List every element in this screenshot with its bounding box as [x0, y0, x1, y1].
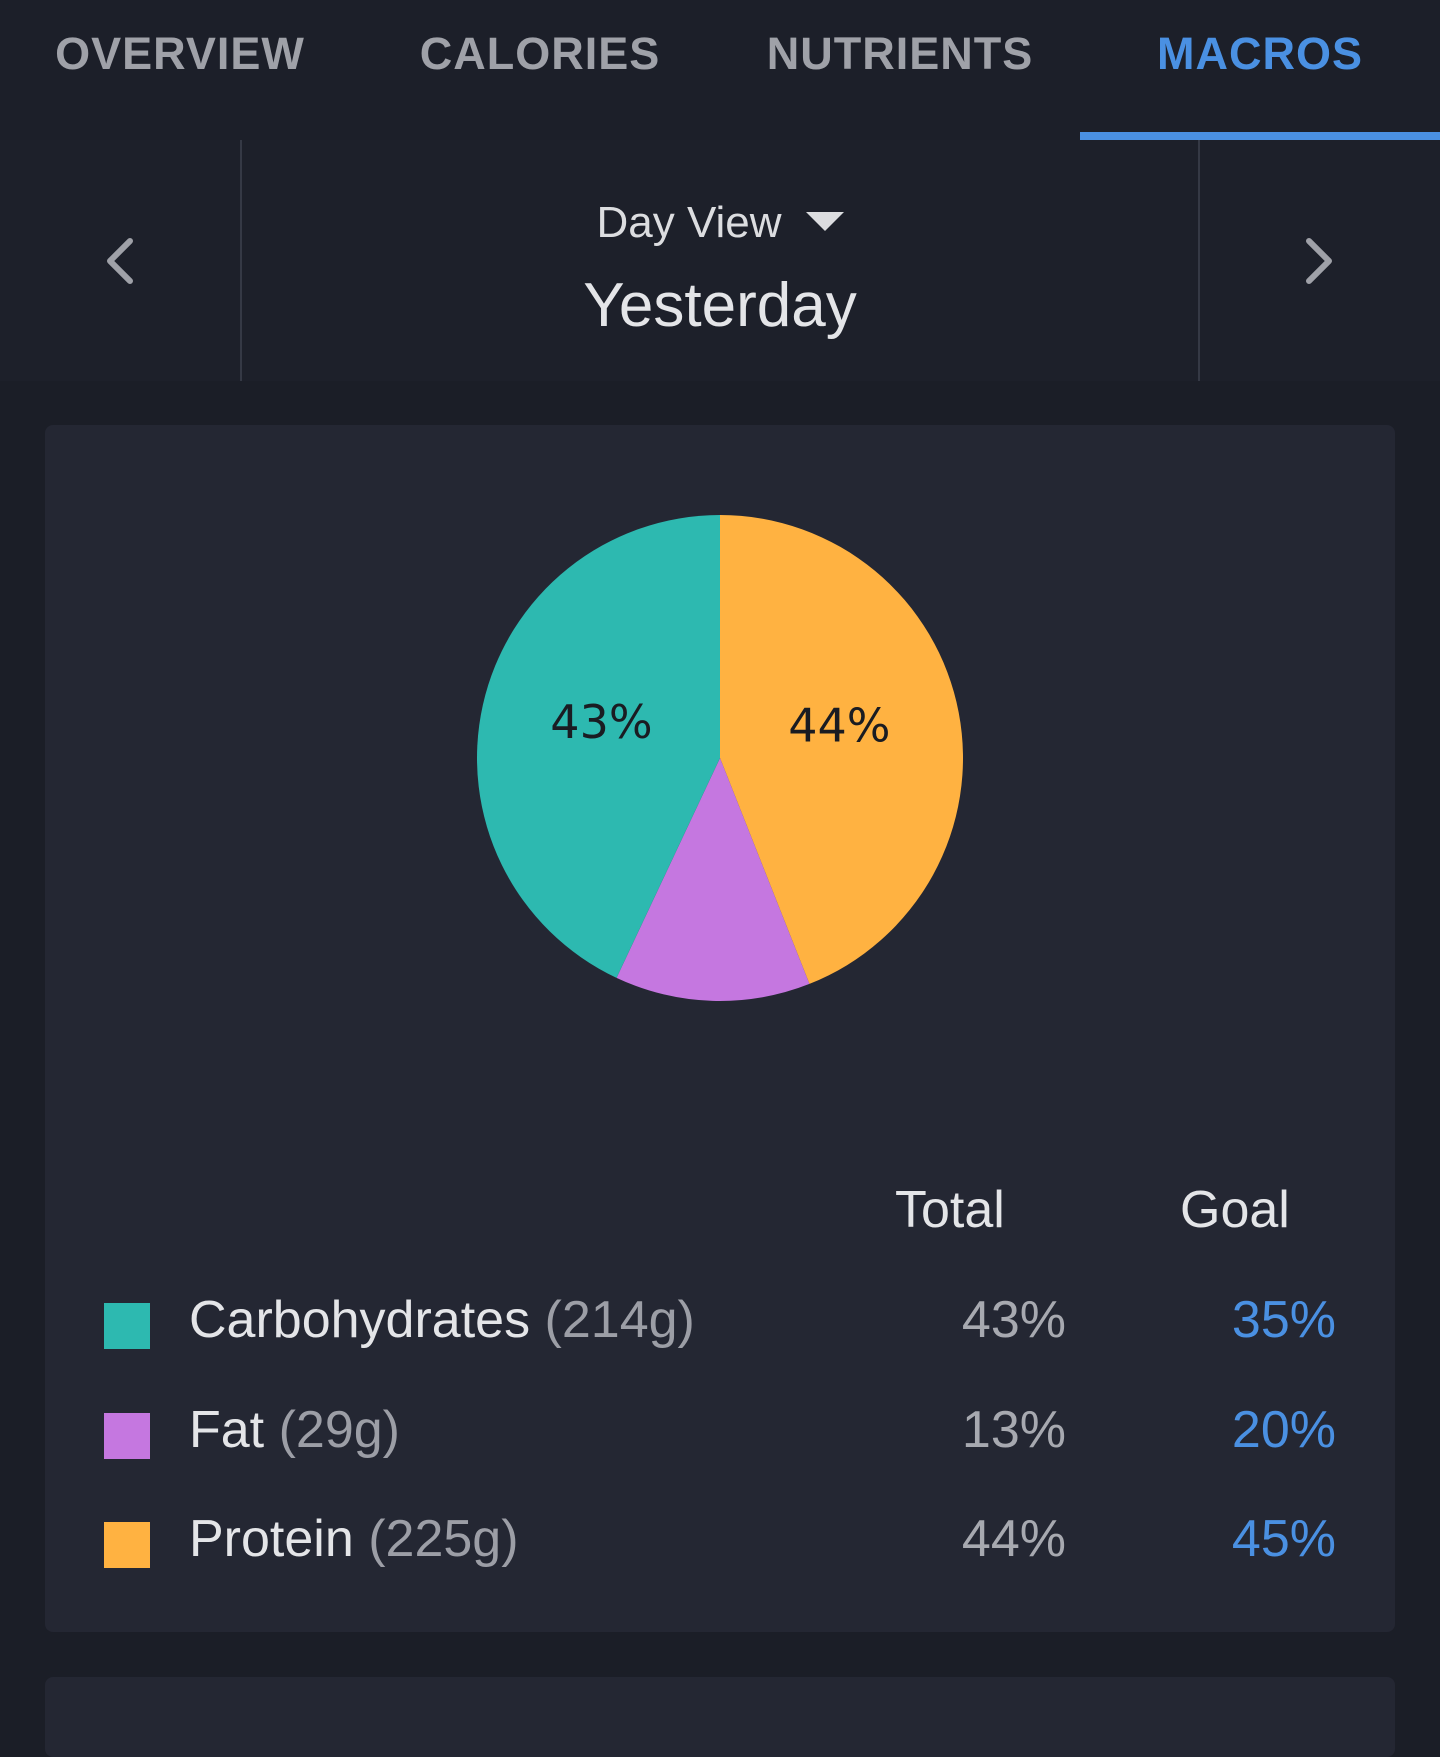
macro-row-protein: Protein (225g) 44% 45%	[104, 1509, 1336, 1579]
chevron-left-icon	[107, 237, 133, 284]
date-navigation: Day View Yesterday	[0, 140, 1440, 381]
fat-color-swatch	[104, 1413, 150, 1459]
secondary-card	[45, 1677, 1395, 1757]
view-mode-dropdown[interactable]: Day View	[242, 198, 1198, 248]
protein-color-swatch	[104, 1522, 150, 1568]
macro-grams: (29g)	[278, 1401, 400, 1459]
macro-total-percent: 43%	[961, 1291, 1066, 1349]
pie-slice-carbohydrates[interactable]	[476, 515, 720, 978]
total-column-header: Total	[895, 1181, 1005, 1239]
tab-nutrients[interactable]: NUTRIENTS	[766, 28, 1034, 79]
caret-down-icon	[805, 211, 844, 231]
macro-label: Carbohydrates	[189, 1291, 531, 1349]
macro-grams: (225g)	[368, 1510, 519, 1568]
macro-name: Protein (225g)	[189, 1509, 519, 1569]
tab-overview[interactable]: OVERVIEW	[55, 28, 305, 79]
macros-card: 44% 43% Total Goal Carbohydrates (214g) 4…	[45, 425, 1395, 1632]
macros-pie-chart: 44% 43%	[476, 515, 963, 1001]
tab-macros[interactable]: MACROS	[1157, 28, 1363, 79]
view-mode-label: Day View	[596, 198, 782, 247]
macro-goal-percent[interactable]: 35%	[1231, 1291, 1336, 1349]
divider	[1198, 140, 1200, 381]
pie-slice-protein[interactable]	[720, 515, 963, 984]
active-tab-indicator	[1080, 132, 1440, 140]
macro-total-percent: 44%	[961, 1510, 1066, 1568]
macro-grams: (214g)	[544, 1291, 695, 1349]
next-day-button[interactable]	[1198, 140, 1440, 381]
macro-label: Fat	[189, 1401, 265, 1459]
pie-slice-fat[interactable]	[616, 758, 810, 1001]
macro-row-fat: Fat (29g) 13% 20%	[104, 1400, 1336, 1470]
macro-label: Protein	[189, 1510, 354, 1568]
macro-goal-percent[interactable]: 20%	[1231, 1401, 1336, 1459]
pie-label-carbohydrates: 43%	[550, 695, 652, 749]
macro-total-percent: 13%	[961, 1401, 1066, 1459]
current-date-label: Yesterday	[583, 271, 857, 340]
chevron-right-icon	[1306, 237, 1332, 284]
carbohydrates-color-swatch	[104, 1303, 150, 1349]
macro-name: Carbohydrates (214g)	[189, 1290, 695, 1350]
tab-calories[interactable]: CALORIES	[419, 28, 661, 79]
macro-name: Fat (29g)	[189, 1400, 400, 1460]
previous-day-button[interactable]	[0, 140, 240, 381]
divider	[240, 140, 242, 381]
tab-bar: OVERVIEW CALORIES NUTRIENTS MACROS	[0, 0, 1440, 140]
date-selector: Day View Yesterday	[242, 140, 1198, 381]
macro-goal-percent[interactable]: 45%	[1231, 1510, 1336, 1568]
pie-label-protein: 44%	[788, 699, 890, 753]
macro-row-carbohydrates: Carbohydrates (214g) 43% 35%	[104, 1290, 1336, 1360]
goal-column-header: Goal	[1180, 1181, 1290, 1239]
